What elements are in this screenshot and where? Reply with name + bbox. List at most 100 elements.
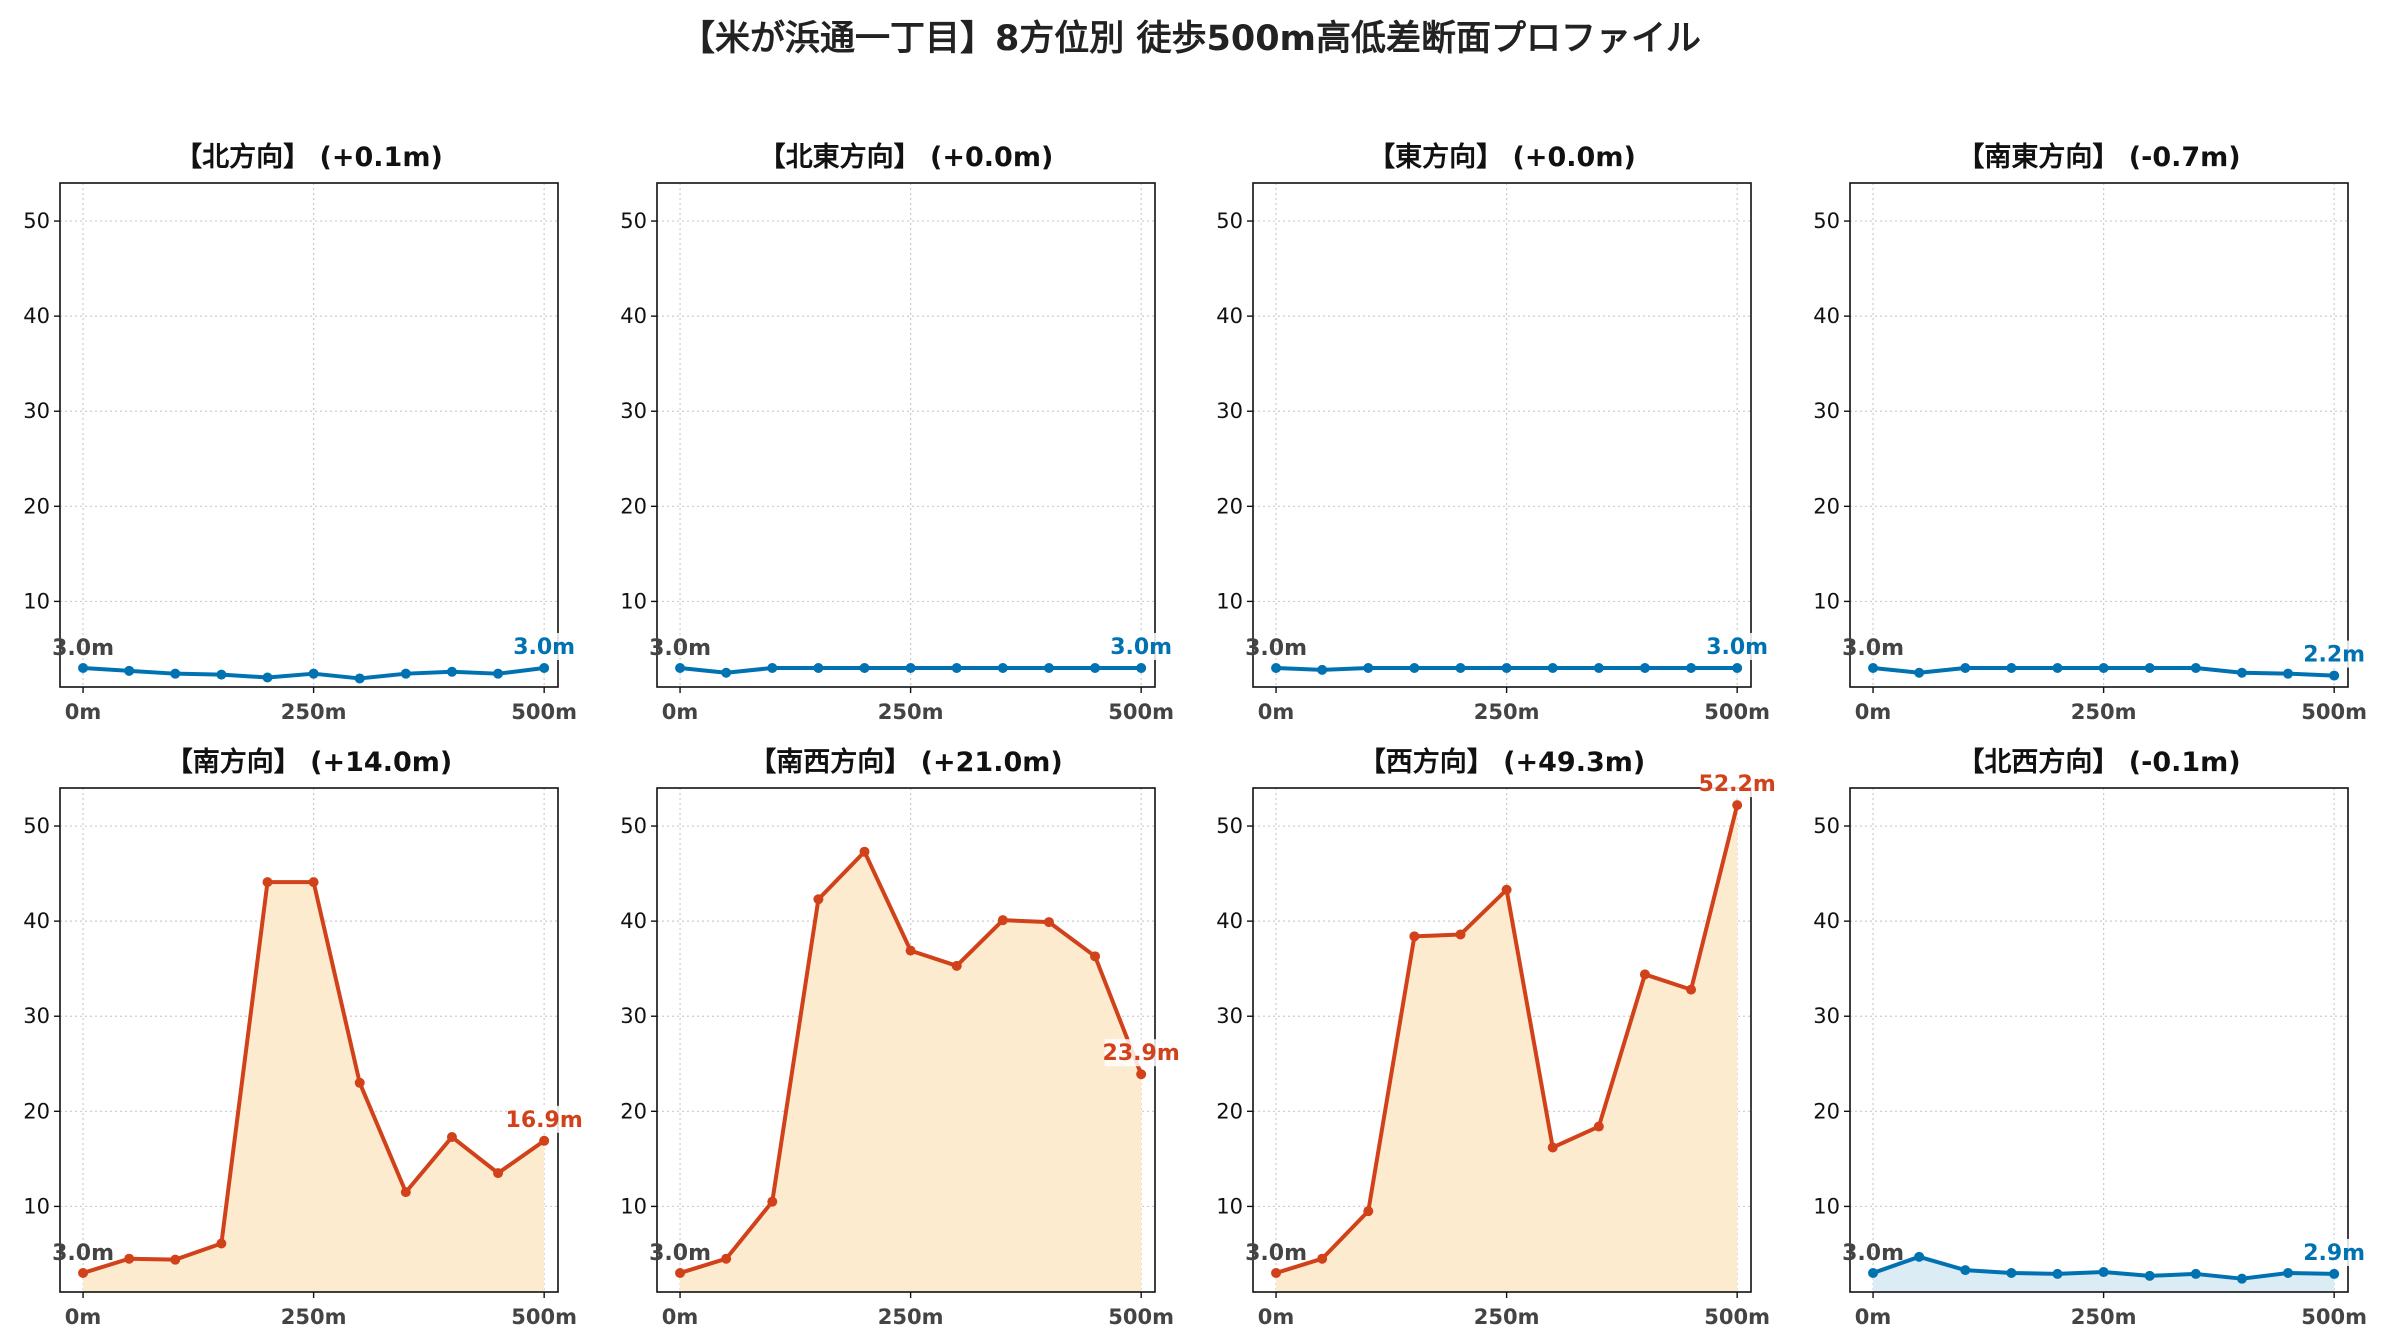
data-point xyxy=(1409,931,1420,942)
x-tick-label: 0m xyxy=(662,700,699,724)
y-tick-label: 10 xyxy=(23,1194,50,1218)
data-point xyxy=(2190,1268,2201,1279)
y-tick-label: 30 xyxy=(1216,399,1243,423)
data-point xyxy=(675,1267,686,1278)
data-point xyxy=(813,894,824,905)
area-fill xyxy=(680,851,1142,1292)
data-point xyxy=(1547,1142,1558,1153)
subplot-title: 【北西方向】 (-0.1m) xyxy=(1957,746,2240,778)
figure-title: 【米が浜通一丁目】8方位別 徒歩500m高低差断面プロファイル xyxy=(679,19,1702,59)
end-label: 16.9m xyxy=(506,1108,583,1133)
axes-frame xyxy=(59,787,559,1293)
data-point xyxy=(2052,1268,2063,1279)
x-tick-label: 250m xyxy=(1474,700,1540,724)
end-label: 2.9m xyxy=(2303,1241,2365,1266)
data-point xyxy=(308,877,319,888)
data-point xyxy=(493,1168,504,1179)
data-point xyxy=(1868,662,1879,673)
data-point xyxy=(1043,662,1054,673)
data-point xyxy=(354,1077,365,1088)
data-point xyxy=(905,662,916,673)
data-point xyxy=(2144,662,2155,673)
y-tick-label: 10 xyxy=(1216,589,1243,613)
area-fill xyxy=(83,882,545,1292)
axes-frame xyxy=(59,182,559,688)
data-point xyxy=(1547,662,1558,673)
y-tick-label: 20 xyxy=(1216,1099,1243,1123)
end-label: 3.0m xyxy=(1706,635,1768,660)
x-tick-label: 500m xyxy=(511,700,577,724)
end-label-bg xyxy=(1104,1039,1178,1067)
axes-frame xyxy=(1252,182,1752,688)
x-tick-label: 0m xyxy=(1258,700,1295,724)
x-tick-label: 250m xyxy=(878,700,944,724)
x-tick-label: 250m xyxy=(1474,1305,1540,1329)
x-tick-label: 250m xyxy=(878,1305,944,1329)
end-label: 52.2m xyxy=(1699,772,1776,797)
data-point xyxy=(539,1135,550,1146)
y-tick-label: 10 xyxy=(620,589,647,613)
end-label: 2.2m xyxy=(2303,643,2365,668)
y-tick-label: 30 xyxy=(23,1004,50,1028)
y-tick-label: 50 xyxy=(1216,814,1243,838)
y-tick-label: 50 xyxy=(23,814,50,838)
data-point xyxy=(1136,662,1147,673)
start-label: 3.0m xyxy=(52,636,114,661)
data-point xyxy=(493,668,504,679)
axes-frame xyxy=(656,182,1156,688)
subplot-title: 【東方向】 (+0.0m) xyxy=(1368,141,1636,173)
y-tick-label: 10 xyxy=(1216,1194,1243,1218)
data-point xyxy=(721,1253,732,1264)
data-point xyxy=(1136,1069,1147,1080)
data-point xyxy=(767,662,778,673)
x-tick-label: 250m xyxy=(281,1305,347,1329)
end-label: 23.9m xyxy=(1103,1041,1180,1066)
data-point xyxy=(1686,662,1697,673)
x-tick-label: 250m xyxy=(2071,700,2137,724)
data-point xyxy=(308,668,319,679)
y-tick-label: 20 xyxy=(620,1099,647,1123)
data-point xyxy=(1501,662,1512,673)
y-tick-label: 30 xyxy=(1216,1004,1243,1028)
y-tick-label: 40 xyxy=(23,909,50,933)
end-label-bg xyxy=(514,632,575,660)
data-point xyxy=(1732,662,1743,673)
data-point xyxy=(78,1267,89,1278)
x-tick-label: 500m xyxy=(1704,1305,1770,1329)
data-point xyxy=(446,1131,457,1142)
start-label: 3.0m xyxy=(1245,1241,1307,1266)
y-tick-label: 30 xyxy=(1813,399,1840,423)
data-point xyxy=(1960,1265,1971,1276)
y-tick-label: 50 xyxy=(1813,814,1840,838)
data-point xyxy=(2052,662,2063,673)
data-point xyxy=(1639,969,1650,980)
data-point xyxy=(2006,662,2017,673)
data-point xyxy=(170,1254,181,1265)
x-tick-label: 500m xyxy=(1108,700,1174,724)
x-tick-label: 0m xyxy=(662,1305,699,1329)
data-point xyxy=(124,665,135,676)
y-tick-label: 50 xyxy=(1216,209,1243,233)
data-point xyxy=(997,915,1008,926)
data-point xyxy=(1090,951,1101,962)
end-label: 3.0m xyxy=(1110,635,1172,660)
data-point xyxy=(859,662,870,673)
data-point xyxy=(2236,1273,2247,1284)
y-tick-label: 50 xyxy=(620,814,647,838)
y-tick-label: 20 xyxy=(23,494,50,518)
y-tick-label: 30 xyxy=(620,1004,647,1028)
y-tick-label: 30 xyxy=(620,399,647,423)
data-point xyxy=(1317,1253,1328,1264)
data-point xyxy=(262,672,273,683)
data-point xyxy=(1455,662,1466,673)
data-point xyxy=(1501,884,1512,895)
data-point xyxy=(354,673,365,684)
data-point xyxy=(1639,662,1650,673)
y-tick-label: 30 xyxy=(1813,1004,1840,1028)
